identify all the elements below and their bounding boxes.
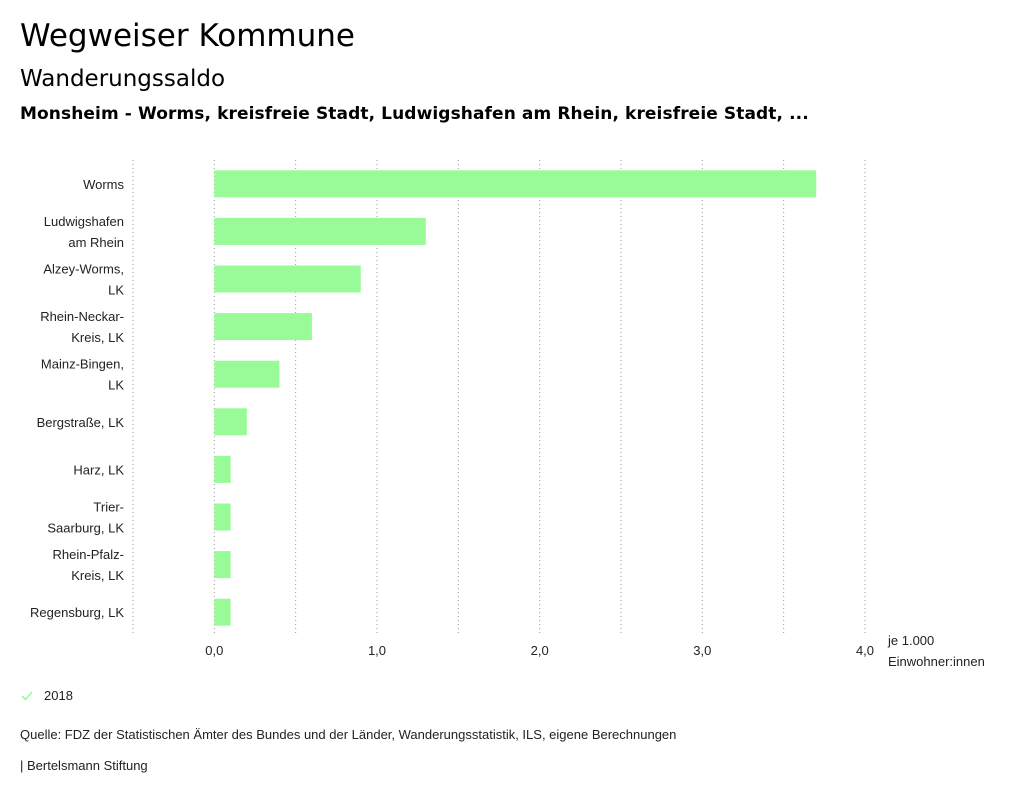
check-icon xyxy=(21,690,33,701)
category-label: LK xyxy=(108,378,124,393)
unit-label-line-1: je 1.000 xyxy=(888,633,935,648)
x-tick-label: 4,0 xyxy=(856,643,874,658)
credit-note: | Bertelsmann Stiftung xyxy=(20,758,148,773)
category-label: Trier- xyxy=(93,500,124,515)
category-label: Ludwigshafen xyxy=(44,214,124,229)
x-tick-label: 1,0 xyxy=(368,643,386,658)
unit-label-line-2: Einwohner:innen xyxy=(888,654,985,669)
category-label: Mainz-Bingen, xyxy=(41,357,124,372)
legend-label: 2018 xyxy=(44,688,73,703)
legend[interactable]: 2018 xyxy=(20,688,73,703)
category-label: am Rhein xyxy=(68,235,124,250)
bar[interactable] xyxy=(214,360,280,388)
category-label: Bergstraße, LK xyxy=(37,415,125,430)
bar[interactable] xyxy=(214,265,361,293)
bar[interactable] xyxy=(214,408,247,436)
region-label: Monsheim - Worms, kreisfreie Stadt, Ludw… xyxy=(20,104,809,124)
category-label: Kreis, LK xyxy=(71,330,124,345)
bar[interactable] xyxy=(214,503,231,531)
bar[interactable] xyxy=(214,551,231,579)
category-label: Regensburg, LK xyxy=(30,605,124,620)
x-tick-label: 0,0 xyxy=(205,643,223,658)
bar[interactable] xyxy=(214,313,312,341)
category-label: Saarburg, LK xyxy=(47,521,124,536)
category-label: Harz, LK xyxy=(73,462,124,477)
category-label: Alzey-Worms, xyxy=(43,262,124,277)
category-label: Rhein-Neckar- xyxy=(40,309,124,324)
chart-title: Wegweiser Kommune xyxy=(20,18,355,54)
x-tick-label: 2,0 xyxy=(531,643,549,658)
category-label: LK xyxy=(108,283,124,298)
category-label: Rhein-Pfalz- xyxy=(52,547,124,562)
bar[interactable] xyxy=(214,598,231,626)
unit-label: je 1.000 Einwohner:innen xyxy=(888,630,985,672)
bar[interactable] xyxy=(214,455,231,483)
x-tick-label: 3,0 xyxy=(693,643,711,658)
bar-chart: 0,0 1,0 2,0 3,0 4,0 Worms Ludwigshafen am Rhein… xyxy=(30,160,874,658)
category-label: Worms xyxy=(83,177,124,192)
chart-subtitle: Wanderungssaldo xyxy=(20,66,226,92)
bar[interactable] xyxy=(214,170,817,198)
source-note: Quelle: FDZ der Statistischen Ämter des … xyxy=(20,727,677,742)
category-label: Kreis, LK xyxy=(71,568,124,583)
bar[interactable] xyxy=(214,217,426,245)
